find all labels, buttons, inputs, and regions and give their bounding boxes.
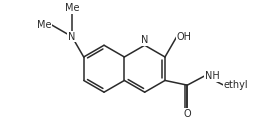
- Text: N: N: [68, 32, 76, 42]
- Text: Me: Me: [65, 3, 79, 13]
- Text: O: O: [183, 109, 191, 119]
- Text: NH: NH: [205, 71, 220, 81]
- Text: Me: Me: [37, 20, 52, 30]
- Text: OH: OH: [177, 32, 192, 42]
- Text: N: N: [141, 35, 148, 45]
- Text: ethyl: ethyl: [224, 80, 248, 90]
